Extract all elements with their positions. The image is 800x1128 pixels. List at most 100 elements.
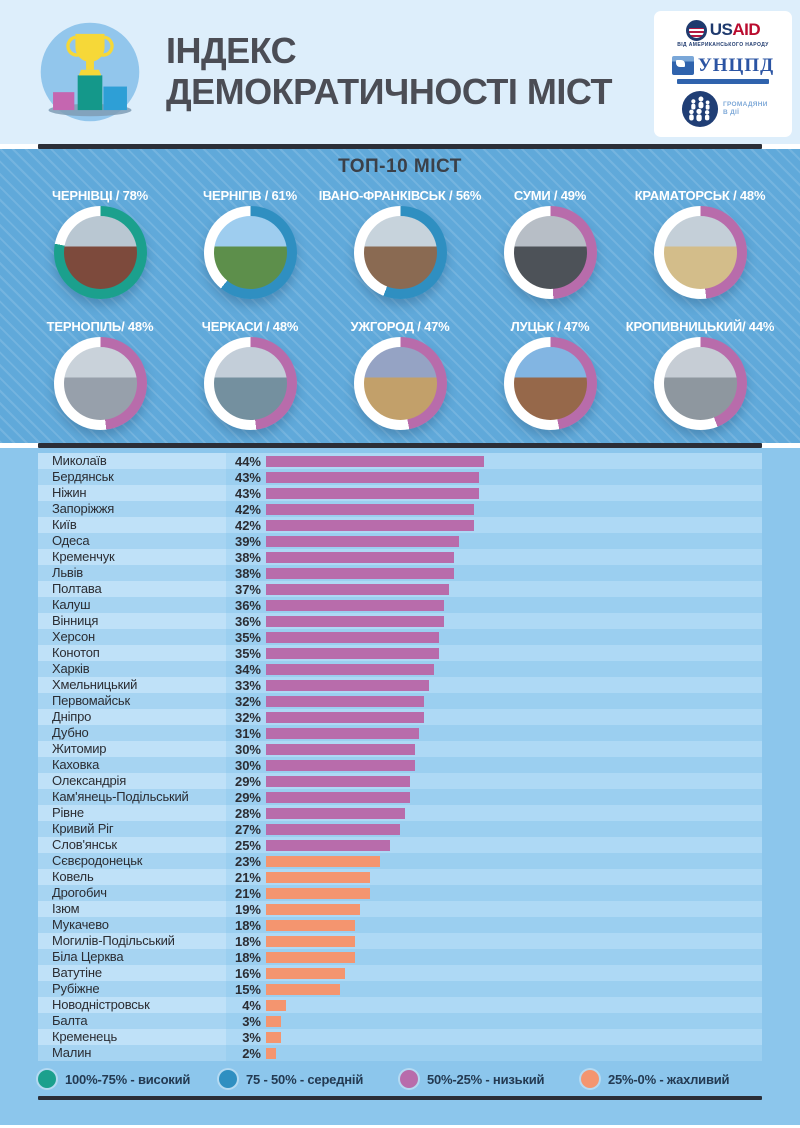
chart-row-track [266, 837, 762, 853]
chart-row-city: Київ [38, 517, 226, 533]
chart-row-rest: 32% [226, 693, 762, 709]
chart-row-track [266, 869, 762, 885]
chart-row: Дрогобич 21% [38, 885, 762, 901]
chart-row: Слов'янськ 25% [38, 837, 762, 853]
chart-row-value: 38% [234, 549, 261, 565]
chart-row: Вінниця 36% [38, 613, 762, 629]
chart-bar [266, 935, 356, 947]
chart-row-track [266, 597, 762, 613]
legend-item: 50%-25% - низький [400, 1070, 581, 1088]
chart-row-track [266, 661, 762, 677]
chart-bar [266, 903, 361, 915]
uncpd-wordmark: УНЦПД [697, 54, 775, 76]
city-photo [663, 216, 737, 289]
chart-row: Рубіжне 15% [38, 981, 762, 997]
chart-row-value: 42% [234, 501, 261, 517]
chart-row-value: 31% [234, 725, 261, 741]
chart-bar [266, 567, 455, 579]
usaid-seal-icon [685, 19, 707, 41]
chart-row-rest: 39% [226, 533, 762, 549]
chart-row-city: Одеса [38, 533, 226, 549]
city-card: ЛУЦЬК / 47% [475, 319, 625, 430]
chart-bar [266, 775, 410, 787]
chart-row-city: Кривий Ріг [38, 821, 226, 837]
chart-row-city: Конотоп [38, 645, 226, 661]
chart-row-rest: 30% [226, 757, 762, 773]
usaid-logo: USAID ВІД АМЕРИКАНСЬКОГО НАРОДУ [677, 19, 769, 48]
chart-bar [266, 471, 479, 483]
chart-row-track [266, 757, 762, 773]
chart-row: Миколаїв 44% [38, 453, 762, 469]
legend-item: 75 - 50% - середній [219, 1070, 400, 1088]
chart-row-value: 36% [234, 597, 261, 613]
chart-row-value: 29% [234, 773, 261, 789]
chart-row-rest: 38% [226, 565, 762, 581]
chart-bar [266, 855, 380, 867]
chart-row-rest: 30% [226, 741, 762, 757]
chart-row: Запоріжжя 42% [38, 501, 762, 517]
chart-row-city: Слов'янськ [38, 837, 226, 853]
chart-row-track [266, 1045, 762, 1061]
chart-row-track [266, 965, 762, 981]
chart-row-value: 4% [242, 997, 261, 1013]
chart-row-value: 36% [234, 613, 261, 629]
top10-row-2: ТЕРНОПІЛЬ/ 48% ЧЕРКАСИ / 48% УЖГОРОД / 47%… [0, 319, 800, 430]
top10-section: ТОП-10 МІСТ ЧЕРНІВЦІ / 78% ЧЕРНІГІВ / 61%… [0, 149, 800, 443]
chart-row-rest: 29% [226, 789, 762, 805]
chart-row-city: Рівне [38, 805, 226, 821]
score-ring [503, 337, 597, 430]
chart-row-city: Кам'янець-Подільський [38, 789, 226, 805]
chart-bar [266, 967, 346, 979]
chart-row: Кременець 3% [38, 1029, 762, 1045]
chart-row-city: Ніжин [38, 485, 226, 501]
chart-row-rest: 36% [226, 597, 762, 613]
chart-row-rest: 28% [226, 805, 762, 821]
chart-bar [266, 791, 410, 803]
chart-row: Мукачево 18% [38, 917, 762, 933]
chart-row-city: Херсон [38, 629, 226, 645]
chart-bar [266, 759, 415, 771]
city-photo [363, 216, 437, 289]
chart-row: Дніпро 32% [38, 709, 762, 725]
chart-row-track [266, 997, 762, 1013]
chart-row: Калуш 36% [38, 597, 762, 613]
chart-row-city: Полтава [38, 581, 226, 597]
chart-row-value: 37% [234, 581, 261, 597]
chart-bar [266, 727, 420, 739]
bottom-padding [0, 1100, 800, 1128]
city-photo [63, 347, 137, 420]
city-card: ЧЕРКАСИ / 48% [175, 319, 325, 430]
score-ring [653, 206, 747, 299]
chart-row-rest: 37% [226, 581, 762, 597]
chart-row-value: 2% [242, 1045, 261, 1061]
chart-row: Дубно 31% [38, 725, 762, 741]
chart-row-value: 16% [234, 965, 261, 981]
chart-row-track [266, 469, 762, 485]
score-ring [503, 206, 597, 299]
usaid-us: US [709, 20, 733, 40]
chart-bar [266, 1015, 281, 1027]
chart-bar [266, 919, 356, 931]
score-ring [53, 206, 147, 299]
chart-row-city: Ватутіне [38, 965, 226, 981]
chart-row-value: 30% [234, 757, 261, 773]
chart-row-city: Могилів-Подільський [38, 933, 226, 949]
uncpd-mark-icon [671, 56, 694, 75]
chart-row: Каховка 30% [38, 757, 762, 773]
score-ring [353, 337, 447, 430]
chart-row-track [266, 933, 762, 949]
chart-row-track [266, 693, 762, 709]
chart-bar [266, 999, 286, 1011]
chart-bar [266, 679, 430, 691]
chart-row-rest: 42% [226, 517, 762, 533]
chart-bar [266, 839, 390, 851]
chart-row: Ніжин 43% [38, 485, 762, 501]
city-card-label: УЖГОРОД / 47% [350, 319, 450, 334]
citizens-in-action-logo: ГРОМАДЯНИ В ДІЇ [681, 90, 767, 128]
legend-label: 75 - 50% - середній [246, 1071, 364, 1087]
chart-bar [266, 455, 484, 467]
chart-row: Балта 3% [38, 1013, 762, 1029]
chart-row-track [266, 485, 762, 501]
chart-rows: Миколаїв 44% Бердянськ 43% Ніжин 43% Запоріжжя… [0, 453, 800, 1061]
chart-bar [266, 807, 405, 819]
